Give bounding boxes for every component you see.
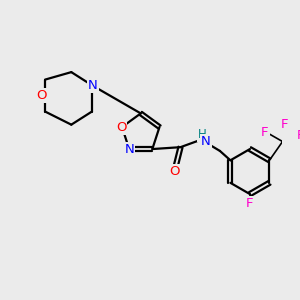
Text: O: O	[36, 89, 46, 102]
Text: N: N	[88, 79, 98, 92]
Text: F: F	[281, 118, 288, 131]
Text: N: N	[201, 135, 211, 148]
Text: F: F	[261, 126, 268, 139]
Text: F: F	[297, 129, 300, 142]
Text: H: H	[198, 128, 206, 142]
Text: O: O	[116, 121, 126, 134]
Text: O: O	[169, 165, 180, 178]
Text: N: N	[124, 143, 134, 157]
Text: F: F	[246, 197, 254, 210]
